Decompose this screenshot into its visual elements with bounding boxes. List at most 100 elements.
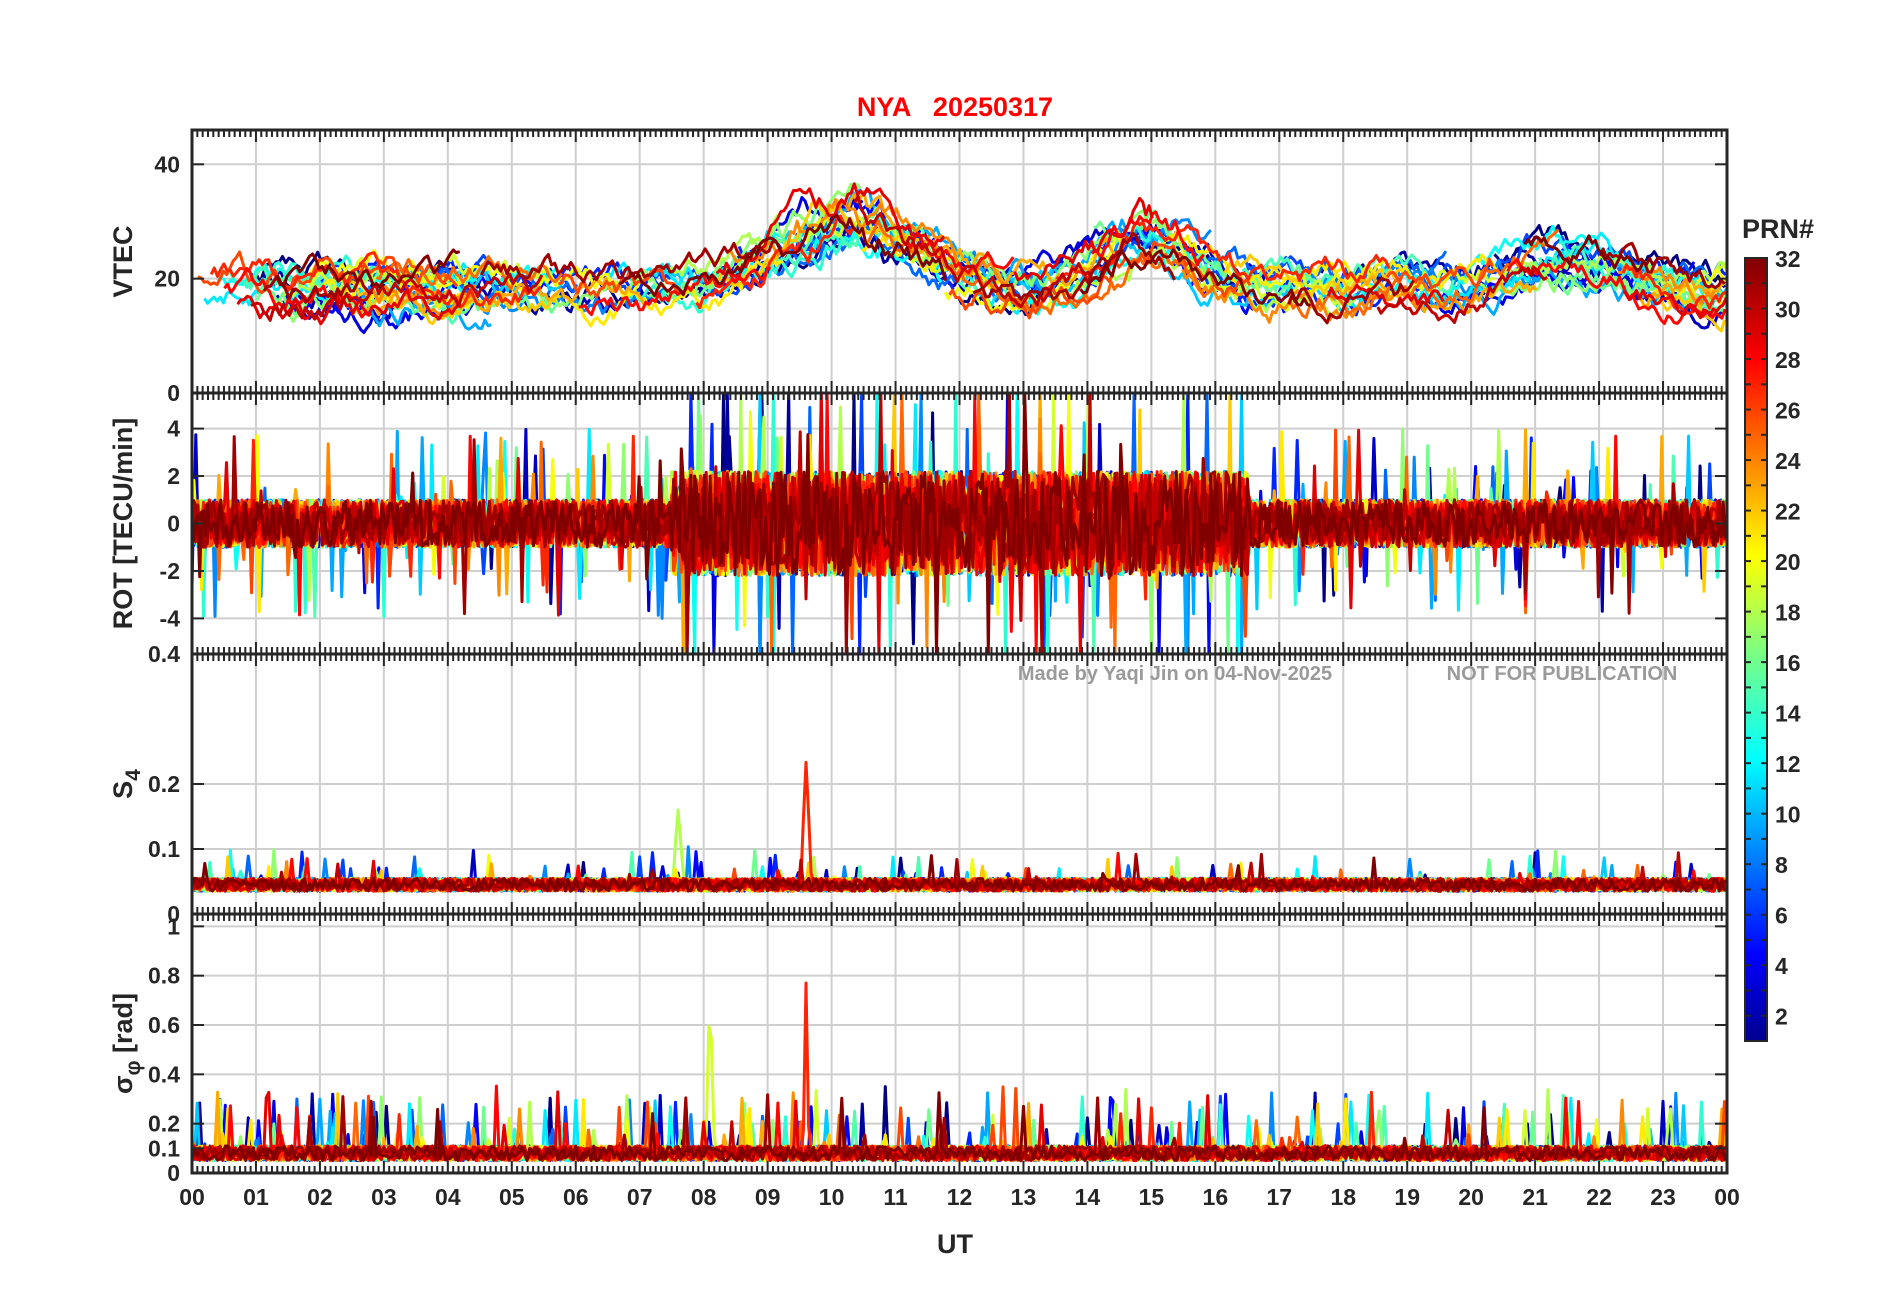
sigphi-series-prn-31: [190, 1093, 1729, 1163]
colorbar-tick-label: 10: [1775, 802, 1801, 828]
colorbar-tick-label: 6: [1775, 903, 1788, 929]
vtec-y-axis-label: VTEC: [108, 225, 138, 297]
vtec-series-prn-32: [1079, 248, 1311, 307]
rot-y-tick-label: -4: [160, 605, 181, 631]
vtec-series-group: [197, 182, 1728, 335]
rot-y-axis-label-main: ROT [TECU/min]: [108, 418, 138, 629]
x-axis-label: UT: [937, 1229, 973, 1259]
x-tick-label: 00: [1714, 1184, 1740, 1210]
colorbar-tick-label: 24: [1775, 448, 1801, 474]
vtec-series-prn-32: [276, 248, 461, 289]
x-tick-label: 00: [179, 1184, 205, 1210]
x-tick-label: 12: [947, 1184, 973, 1210]
vtec-series-prn-31: [1598, 241, 1726, 290]
rot-y-axis-label: ROT [TECU/min]: [108, 418, 138, 629]
vtec-series-prn-28: [578, 266, 772, 317]
rot-series-group: [190, 391, 1727, 656]
vtec-y-tick-label: 20: [154, 266, 180, 292]
vtec-series-prn-25: [1288, 228, 1560, 319]
s4-y-axis-label-sub: 4: [122, 769, 145, 781]
sigphi-y-tick-label: 0.6: [148, 1012, 180, 1038]
x-tick-label: 08: [691, 1184, 717, 1210]
vtec-series-prn-21: [571, 254, 784, 328]
x-tick-label: 11: [883, 1184, 908, 1210]
vtec-series-prn-22: [335, 280, 562, 326]
vtec-series-prn-27: [695, 214, 855, 310]
x-tick-label: 16: [1203, 1184, 1229, 1210]
colorbar-tick-label: 32: [1775, 246, 1801, 272]
colorbar-tick-label: 28: [1775, 347, 1801, 373]
vtec-series-prn-30: [250, 272, 544, 322]
x-tick-label: 18: [1330, 1184, 1356, 1210]
colorbar-tick-label: 26: [1775, 398, 1801, 424]
panel-s4: 0 0.1 0.2 0.4 S4: [108, 641, 1729, 927]
sigphi-y-tick-label: 0: [167, 1160, 180, 1186]
vtec-y-tick-label: 0: [167, 380, 180, 406]
x-tick-label: 05: [499, 1184, 525, 1210]
panel-vtec: 0 20 40 VTEC: [108, 128, 1729, 406]
sigphi-series-group: [190, 981, 1729, 1163]
s4-y-axis-label-main: S: [108, 781, 138, 799]
rot-y-tick-label: 2: [167, 463, 180, 489]
x-tick-label: 03: [371, 1184, 397, 1210]
s4-series-group: [190, 760, 1729, 893]
rot-series-prn-32: [190, 391, 1727, 656]
x-tick-label: 17: [1266, 1184, 1292, 1210]
s4-series-prn-32: [190, 854, 1728, 893]
sigphi-y-tick-label: 0.4: [148, 1061, 180, 1087]
vtec-series-prn-29: [1622, 288, 1728, 320]
s4-y-tick-label: 0.4: [148, 641, 180, 667]
vtec-series-prn-23: [1330, 274, 1538, 314]
x-tick-label: 06: [563, 1184, 589, 1210]
vtec-series-prn-31: [1287, 276, 1415, 325]
vtec-series-prn-31: [972, 231, 1176, 301]
sigphi-y-axis-label-sub: φ: [122, 1060, 145, 1075]
x-tick-label: 20: [1458, 1184, 1484, 1210]
colorbar-tick-label: 14: [1775, 701, 1801, 727]
vtec-series-prn-30: [853, 194, 1116, 309]
vtec-series-prn-25: [375, 255, 564, 291]
rot-y-tick-label: 4: [167, 416, 180, 442]
vtec-series-prn-27: [209, 251, 542, 309]
vtec-series-prn-28: [1090, 210, 1205, 267]
sigphi-y-tick-label: 0.2: [148, 1111, 180, 1137]
x-tick-label: 10: [819, 1184, 845, 1210]
vtec-series-prn-32: [1523, 234, 1655, 273]
chart-title: NYA 20250317: [857, 92, 1053, 122]
colorbar-tick-label: 22: [1775, 499, 1801, 525]
vtec-series-prn-22: [1656, 293, 1727, 333]
s4-y-tick-label: 0.1: [148, 836, 180, 862]
x-tick-label: 22: [1586, 1184, 1612, 1210]
s4-y-axis-label: S4: [108, 769, 145, 799]
colorbar-tick-label: 20: [1775, 549, 1801, 575]
watermark-notice: NOT FOR PUBLICATION: [1447, 663, 1678, 685]
x-tick-label: 04: [435, 1184, 461, 1210]
s4-y-tick-label: 0.2: [148, 771, 180, 797]
panel-rot: -4 -2 0 2 4 ROT [TECU/min]: [108, 391, 1729, 656]
vtec-series-prn-26: [1385, 257, 1494, 290]
vtec-series-prn-30: [1376, 266, 1549, 324]
vtec-series-prn-27: [1621, 263, 1727, 315]
x-tick-label: 19: [1394, 1184, 1420, 1210]
panel-sigphi: 00.10.2 0.4 0.6 0.8 1 σφ [rad] 00 01 02 03 04 05 06 0…: [108, 912, 1740, 1210]
vtec-y-axis-label-main: VTEC: [108, 225, 138, 297]
sigphi-y-axis-label-unit: [rad]: [108, 993, 138, 1061]
x-tick-label: 21: [1522, 1184, 1548, 1210]
s4-y-tick-label: 0: [167, 901, 180, 927]
colorbar-title: PRN#: [1742, 214, 1814, 244]
x-tick-label: 07: [627, 1184, 653, 1210]
colorbar-tick-label: 12: [1775, 751, 1801, 777]
colorbar-tick-label: 4: [1775, 953, 1788, 979]
colorbar-tick-label: 16: [1775, 650, 1801, 676]
sigphi-series-prn-32: [190, 1091, 1729, 1163]
vtec-series-prn-19: [1158, 234, 1496, 312]
vtec-series-prn-6: [316, 257, 663, 294]
sigphi-y-axis-label-main: σ: [108, 1076, 138, 1094]
vtec-series-prn-32: [618, 213, 947, 298]
watermark-author: Made by Yaqi Jin on 04-Nov-2025: [1018, 663, 1332, 685]
x-tick-label: 15: [1139, 1184, 1165, 1210]
